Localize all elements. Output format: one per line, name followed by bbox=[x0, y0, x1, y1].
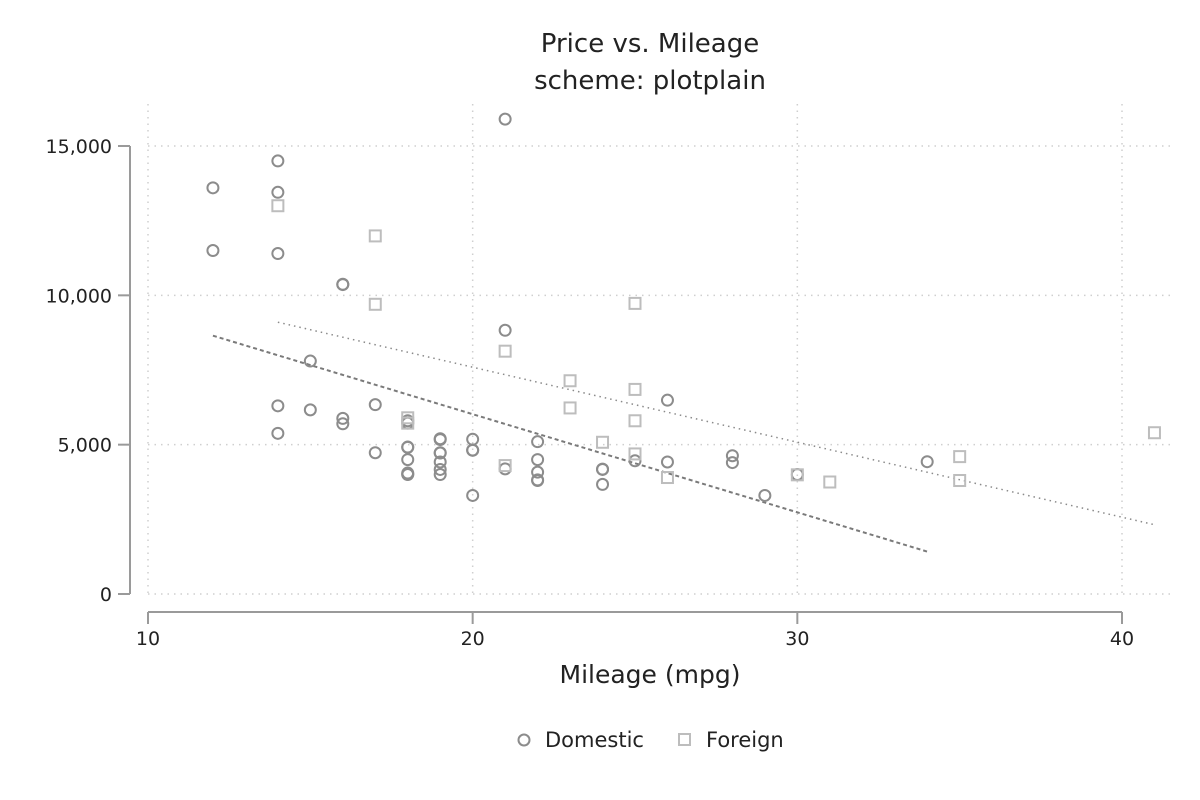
point-domestic bbox=[920, 455, 934, 469]
x-axis-ticks: 10 20 30 40 bbox=[136, 612, 1134, 650]
point-domestic bbox=[498, 112, 512, 126]
point-domestic bbox=[336, 417, 350, 431]
point-foreign bbox=[498, 459, 512, 473]
point-domestic bbox=[596, 462, 610, 476]
legend-marker-foreign bbox=[678, 733, 691, 746]
point-foreign bbox=[628, 382, 642, 396]
point-foreign bbox=[498, 344, 512, 358]
legend-label-domestic: Domestic bbox=[545, 728, 644, 752]
point-domestic bbox=[531, 453, 545, 467]
fit-line-foreign bbox=[277, 321, 1155, 526]
point-foreign bbox=[628, 447, 642, 461]
point-domestic bbox=[401, 440, 415, 454]
point-foreign bbox=[401, 416, 415, 430]
point-domestic bbox=[466, 443, 480, 457]
point-domestic bbox=[531, 435, 545, 449]
point-domestic bbox=[725, 456, 739, 470]
point-foreign bbox=[953, 474, 967, 488]
point-domestic bbox=[531, 465, 545, 479]
grid bbox=[147, 104, 1170, 595]
fit-lines bbox=[212, 321, 1155, 553]
point-domestic bbox=[401, 453, 415, 467]
point-domestic bbox=[628, 454, 642, 468]
point-foreign bbox=[368, 229, 382, 243]
point-domestic bbox=[368, 446, 382, 460]
fit-line-domestic bbox=[212, 334, 928, 553]
point-foreign bbox=[823, 475, 837, 489]
point-domestic bbox=[596, 477, 610, 491]
x-tick-label: 40 bbox=[1110, 628, 1134, 650]
point-domestic bbox=[271, 247, 285, 261]
point-foreign bbox=[563, 401, 577, 415]
x-tick-label: 10 bbox=[136, 628, 160, 650]
point-foreign bbox=[1147, 426, 1161, 440]
point-domestic bbox=[368, 398, 382, 412]
x-tick-label: 30 bbox=[785, 628, 809, 650]
point-domestic bbox=[531, 474, 545, 488]
point-domestic bbox=[725, 449, 739, 463]
chart-subtitle: scheme: plotplain bbox=[534, 66, 766, 96]
point-domestic bbox=[303, 403, 317, 417]
point-domestic bbox=[660, 455, 674, 469]
x-axis-title: Mileage (mpg) bbox=[560, 660, 741, 689]
point-domestic bbox=[271, 154, 285, 168]
point-foreign bbox=[953, 450, 967, 464]
legend-marker-domestic bbox=[517, 733, 531, 747]
point-domestic bbox=[401, 468, 415, 482]
point-domestic bbox=[271, 185, 285, 199]
point-domestic bbox=[433, 446, 447, 460]
point-domestic bbox=[271, 426, 285, 440]
point-foreign bbox=[271, 199, 285, 213]
point-foreign bbox=[596, 435, 610, 449]
point-foreign bbox=[563, 374, 577, 388]
point-domestic bbox=[433, 462, 447, 476]
point-domestic bbox=[433, 455, 447, 469]
point-domestic bbox=[498, 323, 512, 337]
point-foreign bbox=[790, 468, 804, 482]
point-domestic bbox=[660, 393, 674, 407]
point-domestic bbox=[498, 462, 512, 476]
point-foreign bbox=[628, 414, 642, 428]
point-domestic bbox=[433, 468, 447, 482]
point-domestic bbox=[336, 278, 350, 292]
y-axis-ticks: 0 5,000 10,000 15,000 bbox=[46, 136, 130, 606]
point-domestic bbox=[206, 181, 220, 195]
point-domestic bbox=[271, 399, 285, 413]
legend: Domestic Foreign bbox=[517, 728, 784, 752]
x-tick-label: 20 bbox=[461, 628, 485, 650]
point-domestic bbox=[433, 433, 447, 447]
point-domestic bbox=[303, 354, 317, 368]
point-domestic bbox=[336, 411, 350, 425]
point-foreign bbox=[628, 296, 642, 310]
y-tick-label: 15,000 bbox=[46, 136, 112, 158]
y-tick-label: 0 bbox=[100, 584, 112, 606]
point-domestic bbox=[758, 488, 772, 502]
data-points bbox=[206, 112, 1161, 502]
point-domestic bbox=[206, 244, 220, 258]
point-foreign bbox=[368, 297, 382, 311]
legend-label-foreign: Foreign bbox=[706, 728, 784, 752]
y-tick-label: 5,000 bbox=[58, 435, 112, 457]
chart-title: Price vs. Mileage bbox=[541, 29, 759, 59]
point-domestic bbox=[466, 488, 480, 502]
y-tick-label: 10,000 bbox=[46, 285, 112, 307]
point-foreign bbox=[660, 471, 674, 485]
